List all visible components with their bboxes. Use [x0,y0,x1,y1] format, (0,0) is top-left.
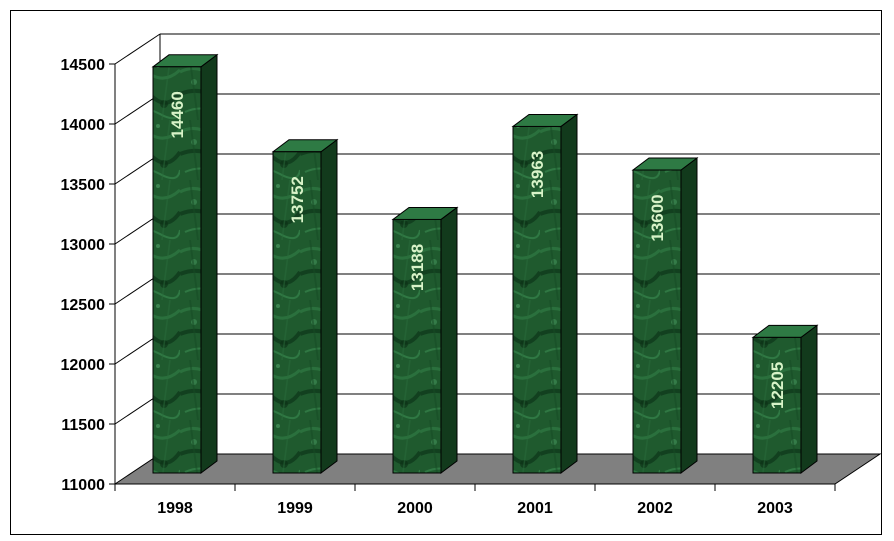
gridline-side [114,33,161,65]
x-tick-label: 2003 [757,500,793,517]
bar-front [392,218,442,474]
data-label: 13963 [528,151,547,198]
bar-front [272,151,322,474]
y-tick-label: 14000 [61,117,106,134]
y-tick-label: 13000 [61,237,106,254]
x-tick-label: 1998 [157,500,193,517]
bar-2000 [391,206,459,474]
bar-side [440,206,458,474]
bar-side [320,138,338,474]
data-label: 13600 [648,194,667,241]
x-tick-label: 2000 [397,500,433,517]
x-tick-label: 2001 [517,500,553,517]
bar-front [512,125,562,474]
bar-side [680,157,698,474]
data-label: 13188 [408,244,427,291]
bar-2001 [511,113,579,474]
y-tick-label: 12500 [61,297,106,314]
x-tick-label: 1999 [277,500,313,517]
y-tick-label: 11000 [61,477,105,494]
bar-side [200,53,218,474]
data-label: 12205 [768,362,787,409]
bar-front [632,169,682,474]
bar-side [560,113,578,474]
bar-1999 [271,138,339,474]
bar-1998 [151,53,219,474]
bar-front [752,336,802,474]
x-tick-label: 2002 [637,500,673,517]
bar-2002 [631,157,699,474]
y-tick-label: 12000 [61,357,106,374]
y-tick-label: 13500 [61,177,106,194]
y-tick-label: 14500 [61,57,106,74]
data-label: 13752 [288,176,307,223]
bar-2003 [751,324,819,474]
bar-side [800,324,818,474]
data-label: 14460 [168,91,187,138]
bar-front [152,66,202,474]
y-tick-label: 11500 [61,417,105,434]
